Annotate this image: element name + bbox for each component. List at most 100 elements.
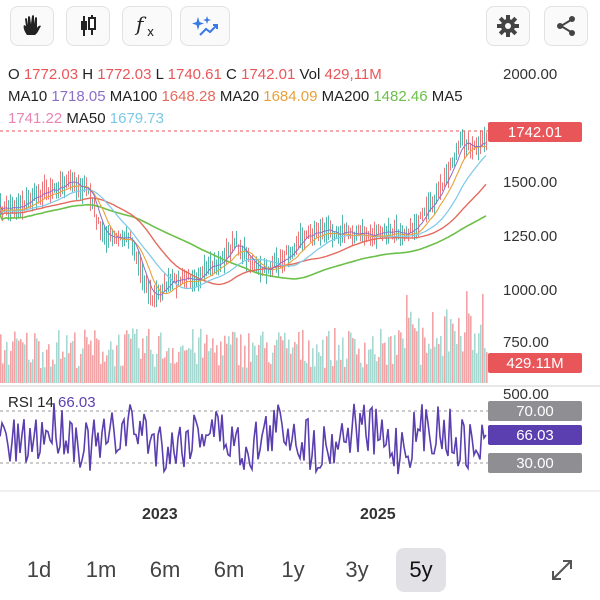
volume-bar: [234, 332, 236, 383]
volume-bar: [10, 350, 12, 383]
volume-bar: [318, 352, 320, 383]
volume-bar: [12, 341, 14, 383]
volume-bar: [194, 352, 196, 383]
volume-bar: [98, 339, 100, 383]
volume-bar: [310, 367, 312, 383]
volume-bar: [220, 341, 222, 383]
ai-insights-button[interactable]: [180, 6, 230, 46]
volume-bar: [188, 348, 190, 383]
candlestick-icon: [81, 15, 96, 36]
volume-bar: [460, 335, 462, 383]
volume-bar: [430, 348, 432, 383]
range-6m-b[interactable]: 6m: [213, 557, 245, 582]
volume-bar: [384, 342, 386, 383]
volume-bar: [354, 339, 356, 383]
volume-bar: [468, 313, 470, 383]
volume-bar: [280, 336, 282, 383]
volume-bar: [414, 328, 416, 383]
volume-bar: [2, 363, 4, 383]
volume-bar: [50, 366, 52, 383]
volume-bar: [380, 328, 382, 383]
volume-bar: [158, 336, 160, 383]
range-1y[interactable]: 1y: [281, 557, 305, 582]
volume-bar: [100, 364, 102, 383]
volume-bar: [104, 361, 106, 383]
volume-bar: [364, 342, 366, 383]
volume-bar: [398, 330, 400, 383]
volume-bar: [142, 338, 144, 383]
volume-bar: [88, 344, 90, 383]
volume-bar: [106, 355, 108, 383]
volume-bar: [402, 338, 404, 383]
volume-bar: [276, 339, 278, 383]
range-5y[interactable]: 5y: [396, 548, 446, 592]
volume-bar: [450, 319, 452, 383]
ma20-value: 1684.09: [263, 88, 318, 105]
volume-bar: [258, 344, 260, 383]
volume-bar: [132, 328, 134, 383]
volume-bar: [298, 331, 300, 383]
volume-bar: [4, 350, 6, 383]
volume-bar: [478, 333, 480, 383]
volume-bar: [6, 342, 8, 383]
volume-bar: [446, 309, 448, 383]
volume-bar: [46, 349, 48, 383]
range-3y[interactable]: 3y: [345, 557, 369, 582]
volume-bar: [422, 327, 424, 383]
volume-bar: [0, 334, 2, 383]
volume-bar: [462, 351, 464, 383]
y-axis-label: 1500.00: [503, 174, 558, 191]
volume-bar: [474, 333, 476, 383]
draw-tool-button[interactable]: [10, 6, 54, 46]
expand-button[interactable]: [546, 554, 578, 586]
range-1d[interactable]: 1d: [26, 557, 52, 582]
volume-bar: [86, 337, 88, 383]
volume-bar: [350, 332, 352, 383]
svg-text:x: x: [147, 25, 154, 39]
volume-bar: [16, 338, 18, 383]
volume-bar: [192, 329, 194, 383]
y-axis-label: 500.00: [503, 386, 549, 403]
chart-type-button[interactable]: [66, 6, 110, 46]
volume-bar: [320, 355, 322, 383]
range-6m[interactable]: 6m: [149, 557, 181, 582]
volume-bar: [54, 364, 56, 383]
volume-bar: [18, 340, 20, 383]
rsi-legend: RSI 14 66.03: [8, 394, 96, 411]
svg-text:f: f: [134, 13, 147, 36]
volume-bar: [376, 361, 378, 383]
ma5-value: 1741.22: [8, 110, 63, 127]
volume-label: Vol: [299, 66, 321, 83]
volume-bar: [136, 328, 138, 383]
volume-bar: [400, 332, 402, 383]
volume-bar: [152, 354, 154, 383]
volume-bar: [190, 349, 192, 383]
volume-bar: [456, 344, 458, 383]
volume-bar: [278, 332, 280, 383]
gear-icon: [497, 15, 519, 37]
settings-button[interactable]: [486, 6, 530, 46]
volume-bar: [108, 349, 110, 383]
ma100-value: 1648.28: [161, 88, 216, 105]
volume-bar: [332, 366, 334, 383]
range-1m[interactable]: 1m: [85, 557, 117, 582]
volume-bar: [334, 328, 336, 383]
ma100-line: [0, 183, 487, 286]
volume-bar: [246, 367, 248, 383]
volume-bar: [42, 351, 44, 383]
high-label: H: [82, 66, 94, 83]
volume-bar: [272, 352, 274, 383]
volume-bar: [270, 363, 272, 383]
volume-bar: [408, 317, 410, 383]
volume-bar: [130, 338, 132, 383]
volume-bar: [114, 366, 116, 383]
volume-bar: [428, 343, 430, 383]
ma50-line: [0, 155, 487, 290]
volume-bar: [360, 362, 362, 383]
volume-bar: [266, 342, 268, 383]
share-button[interactable]: [544, 6, 588, 46]
volume-bar: [254, 345, 256, 383]
close-value: 1742.01: [241, 66, 296, 83]
